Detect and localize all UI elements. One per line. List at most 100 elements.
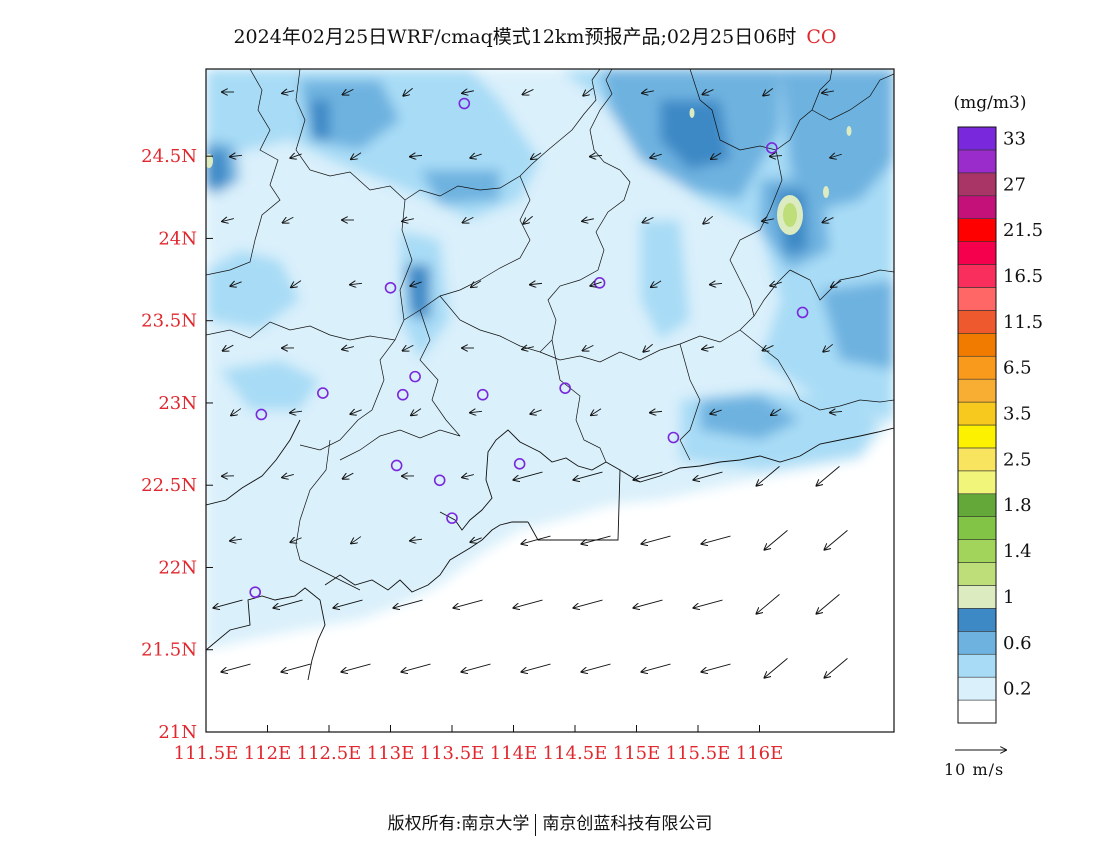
wind-arrow: [222, 663, 251, 672]
wind-arrow: [574, 471, 603, 480]
station-marker: [433, 474, 446, 487]
wind-arrow: [283, 216, 294, 222]
legend-swatch: [957, 126, 997, 151]
legend-swatch: [957, 470, 997, 495]
wind-arrow: [394, 599, 423, 608]
wind-arrow: [403, 344, 414, 350]
wind-arrow: [634, 471, 663, 480]
wind-arrow: [710, 410, 722, 414]
wind-arrow: [230, 155, 243, 156]
wind-arrow: [757, 466, 780, 485]
wind-arrow: [462, 91, 474, 93]
wind-arrow: [282, 474, 294, 477]
wind-arrow: [703, 215, 714, 223]
legend-swatch: [957, 424, 997, 449]
legend-swatch: [957, 401, 997, 426]
legend-swatch: [957, 333, 997, 357]
wind-arrow: [770, 156, 783, 157]
legend-swatch: [957, 447, 997, 472]
wind-arrow: [351, 152, 362, 160]
wind-arrow: [282, 663, 311, 672]
wind-arrow: [770, 282, 782, 286]
concentration-field: [206, 69, 894, 732]
footer-separator: [535, 813, 537, 836]
wind-arrow: [822, 91, 834, 93]
wind-arrow: [290, 411, 303, 413]
legend-swatch: [957, 653, 997, 678]
legend-label: 27: [1003, 174, 1026, 195]
y-tick-label: 23.5N: [141, 311, 197, 332]
wind-arrow: [214, 599, 243, 608]
wind-arrow: [642, 663, 671, 672]
wind-arrow: [650, 411, 663, 412]
wind-vectors: [214, 87, 848, 677]
wind-arrow: [642, 91, 654, 93]
legend-label: 21.5: [1003, 220, 1043, 241]
wind-arrow: [342, 663, 371, 672]
wind-arrow: [463, 217, 474, 222]
x-tick-label: 112E: [244, 743, 292, 764]
wind-arrow: [831, 280, 842, 287]
wind-arrow: [825, 530, 848, 549]
wind-arrow: [702, 347, 714, 349]
monitoring-stations: [249, 97, 809, 598]
wind-arrow: [514, 599, 543, 608]
legend-swatch: [957, 562, 997, 586]
color-legend: 0.2 0.6 1 1.4 1.8 2.5 3.5 6.5 11.5 16.5 21.5 27 33: [957, 126, 1043, 724]
wind-arrow: [574, 599, 603, 608]
wind-arrow: [223, 344, 234, 351]
wind-arrow: [583, 87, 594, 95]
wind-arrow: [522, 535, 551, 544]
x-tick-label: 114E: [490, 743, 538, 764]
wind-arrow: [351, 536, 362, 544]
wind-arrow: [470, 538, 482, 542]
legend-swatch: [957, 699, 997, 724]
wind-arrow: [334, 599, 363, 608]
wind-arrow: [531, 152, 542, 159]
wind-arrow: [583, 345, 594, 350]
station-marker: [796, 306, 809, 319]
x-tick-label: 113.5E: [420, 743, 485, 764]
wind-arrow: [411, 408, 422, 416]
wind-arrow: [765, 658, 788, 677]
wind-arrow: [762, 219, 774, 221]
legend-label: 2.5: [1003, 449, 1032, 470]
y-tick-label: 24.5N: [141, 146, 197, 167]
wind-arrow: [522, 347, 534, 350]
legend-label: 6.5: [1003, 358, 1032, 379]
wind-arrow: [350, 283, 363, 284]
legend-swatch: [957, 585, 997, 609]
wind-arrow: [222, 219, 234, 222]
wind-arrow: [765, 530, 788, 549]
wind-arrow: [291, 280, 302, 288]
wind-arrow: [290, 538, 302, 542]
station-marker: [396, 388, 409, 401]
legend-frame: [957, 126, 997, 724]
copyright-company: 南京创蓝科技有限公司: [542, 814, 713, 834]
x-tick-label: 113E: [367, 743, 415, 764]
wind-arrow: [403, 87, 413, 96]
wind-arrow: [523, 89, 534, 94]
x-tick-label: 112.5E: [297, 743, 362, 764]
legend-swatch: [957, 172, 997, 197]
station-marker: [559, 382, 571, 394]
y-tick-label: 24N: [158, 228, 197, 249]
wind-arrow: [522, 663, 551, 672]
legend-label: 33: [1003, 128, 1026, 149]
wind-arrow: [274, 599, 303, 608]
wind-arrow: [454, 599, 483, 608]
legend-swatch: [957, 608, 997, 632]
legend-label: 16.5: [1003, 266, 1043, 287]
legend-swatch: [957, 378, 997, 403]
wind-arrow: [771, 408, 782, 415]
wind-arrow: [817, 466, 840, 485]
map-title: 2024年02月25日WRF/cmaq模式12km预报产品;02月25日06时 C…: [0, 22, 1070, 49]
district-boundaries: [206, 69, 894, 591]
legend-label: 11.5: [1003, 312, 1043, 333]
y-tick-label: 22.5N: [141, 475, 197, 496]
wind-arrow: [694, 471, 723, 480]
y-tick-label: 21N: [158, 722, 197, 743]
legend-swatch: [957, 195, 997, 219]
wind-arrow: [231, 408, 242, 416]
